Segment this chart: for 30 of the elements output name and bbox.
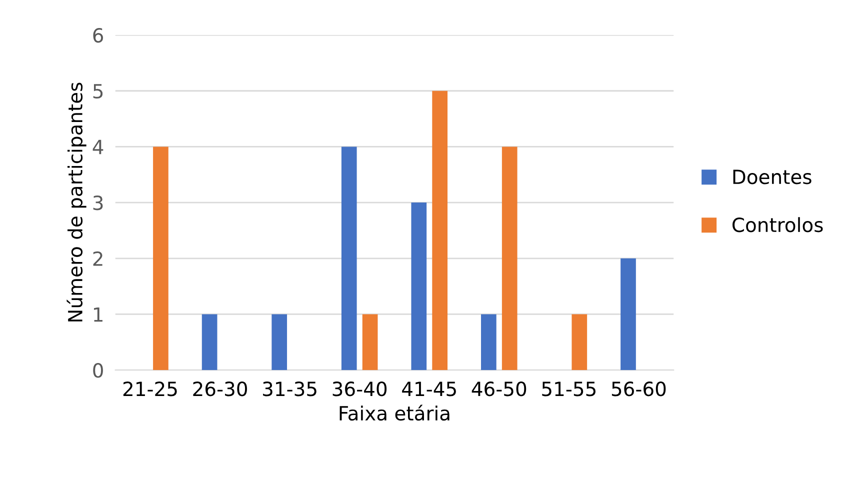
x-tick-label: 31-35 <box>263 382 316 396</box>
y-tick-label: 6 <box>93 28 104 43</box>
bar <box>202 314 218 370</box>
bar <box>153 146 168 370</box>
x-tick-label: 46-50 <box>472 382 526 396</box>
bar <box>572 314 588 370</box>
bar <box>411 202 427 370</box>
x-tick-label: 36-40 <box>332 382 387 396</box>
y-tick-label: 0 <box>93 363 103 378</box>
legend-label: Doentes <box>733 170 812 184</box>
bar <box>362 314 378 370</box>
bar <box>502 146 518 370</box>
bar <box>620 258 636 370</box>
legend-label: Controlos <box>732 217 823 232</box>
x-tick-label: 26-30 <box>193 382 247 396</box>
bar <box>341 146 357 370</box>
y-tick-label: 2 <box>93 251 102 266</box>
y-tick-label: 5 <box>93 84 103 99</box>
bar <box>481 314 496 370</box>
x-tick-label: 21-25 <box>123 382 177 396</box>
bar <box>432 90 448 370</box>
y-axis-title: Número de participantes <box>66 82 86 322</box>
y-tick-label: 1 <box>94 307 102 322</box>
y-tick-label: 3 <box>93 196 103 210</box>
x-tick-label: 51-55 <box>542 382 596 396</box>
x-tick-label: 41-45 <box>402 382 456 396</box>
y-tick-label: 4 <box>92 140 104 154</box>
x-axis-title: Faixa etária <box>340 404 450 421</box>
x-tick-label: 56-60 <box>612 382 666 396</box>
bar <box>272 314 288 370</box>
